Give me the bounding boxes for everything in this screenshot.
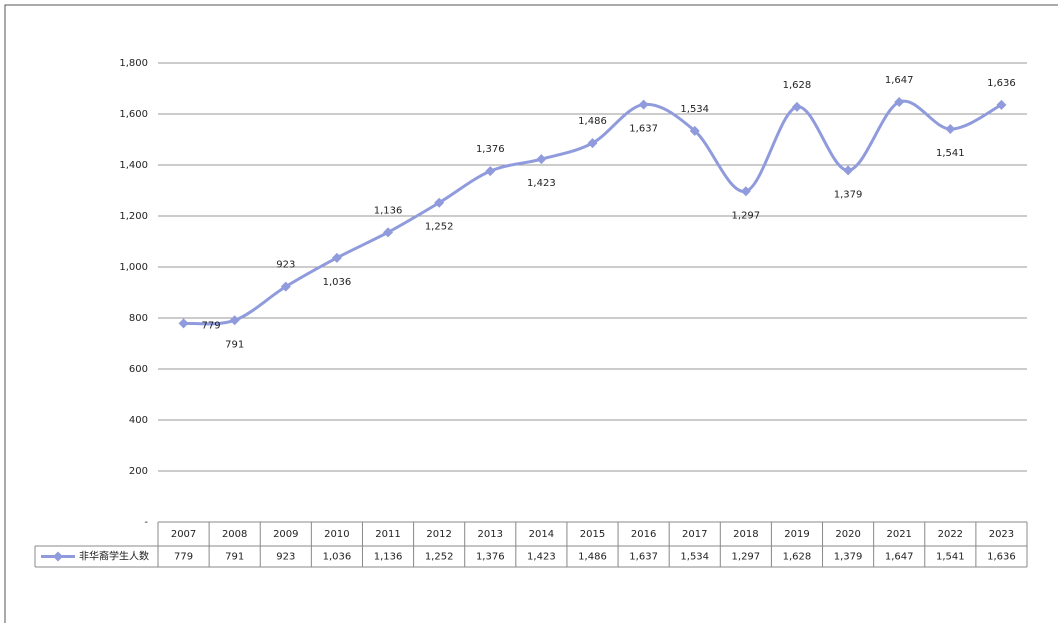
marker xyxy=(280,281,291,292)
table-value: 1,376 xyxy=(476,552,505,563)
table-value: 923 xyxy=(276,552,295,563)
table-value: 1,252 xyxy=(425,552,454,563)
table-value: 1,647 xyxy=(885,552,914,563)
marker xyxy=(229,315,240,326)
x-tick-label: 2013 xyxy=(478,529,503,540)
x-tick-label: 2019 xyxy=(784,529,809,540)
x-tick-label: 2022 xyxy=(938,529,963,540)
marker xyxy=(791,101,802,112)
x-tick-label: 2009 xyxy=(273,529,298,540)
data-label: 1,252 xyxy=(425,222,454,233)
data-label: 1,534 xyxy=(680,104,709,115)
table-value: 1,486 xyxy=(578,552,607,563)
table-value: 1,423 xyxy=(527,552,556,563)
x-tick-label: 2012 xyxy=(426,529,451,540)
marker xyxy=(740,186,751,197)
data-label: 1,423 xyxy=(527,178,556,189)
y-tick-label: 1,200 xyxy=(119,211,148,222)
data-label: 1,628 xyxy=(783,80,812,91)
y-tick-label: - xyxy=(144,517,148,528)
table-value: 791 xyxy=(225,552,244,563)
x-tick-label: 2011 xyxy=(375,529,400,540)
x-tick-label: 2007 xyxy=(171,529,196,540)
y-tick-label: 800 xyxy=(129,313,148,324)
data-label: 923 xyxy=(276,260,295,271)
y-tick-label: 200 xyxy=(129,466,148,477)
y-tick-label: 1,800 xyxy=(119,58,148,69)
data-label: 791 xyxy=(225,339,244,350)
x-tick-label: 2020 xyxy=(835,529,860,540)
x-tick-label: 2023 xyxy=(989,529,1014,540)
x-tick-label: 2014 xyxy=(529,529,554,540)
y-tick-label: 400 xyxy=(129,415,148,426)
data-label: 1,297 xyxy=(732,210,761,221)
y-tick-label: 1,600 xyxy=(119,109,148,120)
y-tick-label: 1,400 xyxy=(119,160,148,171)
marker xyxy=(996,99,1007,110)
marker xyxy=(894,97,905,108)
data-label: 1,541 xyxy=(936,148,965,159)
marker xyxy=(945,124,956,135)
table-value: 1,534 xyxy=(680,552,709,563)
data-label: 1,036 xyxy=(323,277,352,288)
table-value: 1,297 xyxy=(732,552,761,563)
marker xyxy=(331,252,342,263)
marker xyxy=(178,318,189,329)
marker xyxy=(536,154,547,165)
data-label: 1,647 xyxy=(885,75,914,86)
line xyxy=(183,99,1003,326)
table-value: 1,136 xyxy=(374,552,403,563)
table-value: 1,379 xyxy=(834,552,863,563)
data-label: 779 xyxy=(202,320,221,331)
x-tick-label: 2010 xyxy=(324,529,349,540)
data-label: 1,636 xyxy=(987,78,1016,89)
data-label: 1,637 xyxy=(629,124,658,135)
x-tick-label: 2008 xyxy=(222,529,247,540)
table-value: 1,036 xyxy=(323,552,352,563)
marker xyxy=(383,227,394,238)
legend-label: 非华裔学生人数 xyxy=(79,550,149,563)
marker xyxy=(434,197,445,208)
table-value: 1,541 xyxy=(936,552,965,563)
y-tick-label: 1,000 xyxy=(119,262,148,273)
table-value: 1,637 xyxy=(629,552,658,563)
marker xyxy=(485,166,496,177)
x-tick-label: 2015 xyxy=(580,529,605,540)
table-value: 1,628 xyxy=(783,552,812,563)
x-tick-label: 2016 xyxy=(631,529,656,540)
data-label: 1,136 xyxy=(374,205,403,216)
x-tick-label: 2021 xyxy=(886,529,911,540)
table-value: 1,636 xyxy=(987,552,1016,563)
x-tick-label: 2017 xyxy=(682,529,707,540)
marker xyxy=(689,125,700,136)
table-value: 779 xyxy=(174,552,193,563)
y-tick-label: 600 xyxy=(129,364,148,375)
data-label: 1,379 xyxy=(834,189,863,200)
legend-marker xyxy=(53,551,63,562)
data-label: 1,376 xyxy=(476,144,505,155)
x-tick-label: 2018 xyxy=(733,529,758,540)
marker xyxy=(587,138,598,149)
marker xyxy=(843,165,854,176)
frame xyxy=(4,4,1058,623)
data-label: 1,486 xyxy=(578,116,607,127)
marker xyxy=(638,99,649,110)
